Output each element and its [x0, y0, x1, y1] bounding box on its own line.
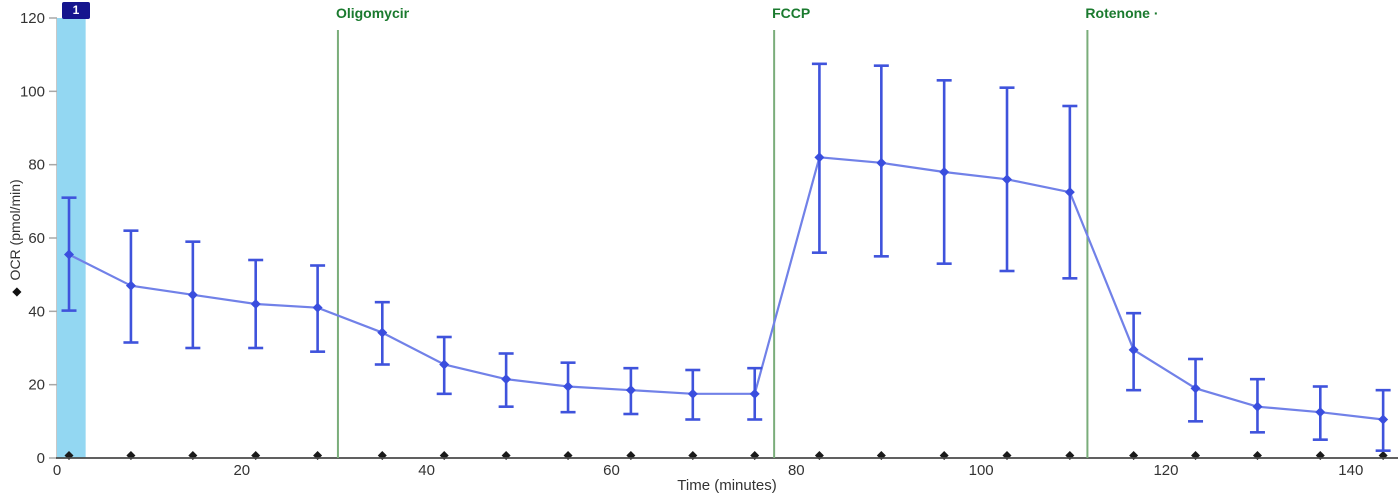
data-point-diamond-icon — [250, 299, 261, 309]
injection-label: FCCP — [772, 5, 811, 21]
injection-label: Oligomycin — [335, 5, 409, 21]
y-tick-label: 60 — [28, 230, 45, 247]
x-axis-title: Time (minutes) — [677, 477, 777, 494]
data-point-diamond-icon — [1002, 174, 1013, 185]
data-point-diamond-icon — [1315, 407, 1326, 418]
x-tick-label: 0 — [53, 462, 61, 479]
y-axis-title: ◆ OCR (pmol/min) — [7, 179, 23, 296]
measurement-band — [57, 18, 86, 458]
data-point-diamond-icon — [377, 327, 388, 338]
data-point-diamond-icon — [64, 249, 75, 260]
y-tick-label: 20 — [28, 377, 45, 394]
x-tick-label: 100 — [969, 462, 994, 479]
data-point-diamond-icon — [312, 302, 323, 313]
data-point-diamond-icon — [1378, 414, 1389, 425]
data-point-diamond-icon — [501, 374, 512, 385]
x-tick-label: 120 — [1153, 462, 1178, 479]
y-tick-label: 0 — [37, 450, 45, 467]
x-tick-label: 60 — [603, 462, 620, 479]
data-point-diamond-icon — [687, 388, 698, 399]
data-point-diamond-icon — [939, 167, 950, 177]
data-point-diamond-icon — [125, 280, 136, 291]
data-point-diamond-icon — [1190, 383, 1201, 394]
data-point-diamond-icon — [1064, 187, 1075, 198]
y-axis-title-text: OCR (pmol/min) — [7, 179, 23, 281]
data-point-diamond-icon — [439, 359, 450, 370]
ocr-series-line — [68, 156, 1384, 421]
data-point-diamond-icon — [1252, 401, 1263, 412]
y-tick-label: 40 — [28, 303, 45, 320]
data-point-diamond-icon — [749, 388, 760, 399]
injection-label: Rotenone · — [1085, 5, 1159, 21]
measurement-cycle-badge: 1 — [62, 2, 90, 19]
data-point-diamond-icon — [814, 152, 825, 163]
x-tick-label: 80 — [788, 462, 805, 479]
y-tick-label: 100 — [20, 83, 45, 100]
data-point-diamond-icon — [563, 381, 574, 392]
y-tick-label: 120 — [20, 10, 45, 27]
data-point-diamond-icon — [625, 385, 636, 396]
data-point-diamond-icon — [1128, 344, 1139, 355]
y-tick-label: 80 — [28, 157, 45, 174]
series-diamond-icon: ◆ — [9, 287, 23, 297]
data-point-diamond-icon — [876, 157, 887, 168]
x-tick-label: 20 — [233, 462, 250, 479]
x-tick-label: 40 — [418, 462, 435, 479]
x-tick-label: 140 — [1338, 462, 1363, 479]
data-point-diamond-icon — [187, 289, 198, 300]
